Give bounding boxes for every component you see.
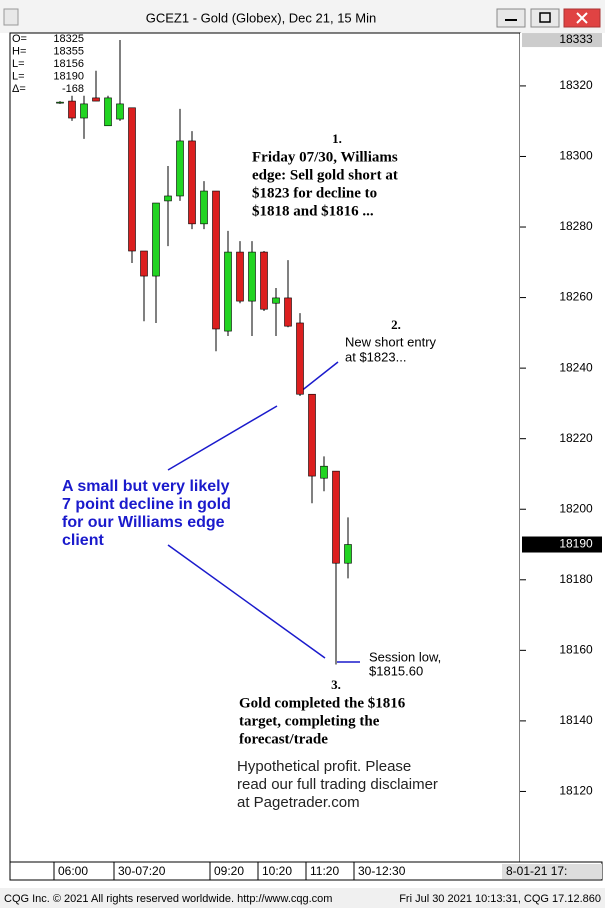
annotation-text: $1815.60 — [369, 663, 423, 678]
y-tick-label: 18260 — [559, 290, 593, 304]
annotation-text: client — [62, 532, 104, 549]
annotation-text: $1823 for decline to — [252, 185, 377, 201]
candle-body — [212, 190, 220, 330]
x-tick-label: 30-12:30 — [358, 864, 406, 878]
x-tick-label: 06:00 — [58, 864, 88, 878]
info-value: 18190 — [53, 70, 84, 82]
candle-body — [92, 97, 100, 102]
annotation-text: 7 point decline in gold — [62, 496, 231, 513]
maximize-button[interactable] — [530, 8, 560, 28]
candle-body — [80, 103, 88, 119]
footer-left: CQG Inc. © 2021 All rights reserved worl… — [4, 893, 332, 905]
info-value: 18156 — [53, 58, 84, 70]
candle-body — [224, 251, 232, 332]
annotation-text: $1818 and $1816 ... — [252, 203, 374, 219]
candle-body — [164, 195, 172, 202]
candle-body — [68, 100, 76, 119]
pointer-line — [299, 361, 339, 393]
info-label: L= — [12, 70, 25, 82]
minimize-button[interactable] — [496, 8, 526, 28]
high-marker-label: 18333 — [559, 32, 593, 46]
candle-body — [104, 97, 112, 127]
annotation-text: Hypothetical profit. Please — [237, 758, 411, 775]
candle-body — [200, 190, 208, 225]
annotation-text: edge: Sell gold short at — [252, 167, 398, 183]
maximize-glyph — [539, 12, 551, 23]
candle-body — [116, 103, 124, 120]
annotation-text: read our full trading disclaimer — [237, 776, 438, 793]
pointer-line — [167, 544, 326, 659]
price-axis — [520, 33, 602, 862]
x-end-label: 8-01-21 17: — [506, 864, 567, 878]
candle-body — [140, 250, 148, 277]
info-value: -168 — [62, 83, 84, 95]
annotation-number: 2. — [391, 317, 401, 332]
annotation-text: New short entry — [345, 334, 437, 349]
info-label: O= — [12, 33, 27, 45]
y-tick-label: 18200 — [559, 501, 593, 515]
y-tick-label: 18220 — [559, 431, 593, 445]
candle-body — [332, 470, 340, 564]
y-tick-label: 18160 — [559, 643, 593, 657]
annotation-text: A small but very likely — [62, 478, 230, 495]
candle-body — [260, 251, 268, 310]
candle-body — [272, 297, 280, 304]
candle-body — [248, 251, 256, 302]
annotation-number: 3. — [331, 677, 341, 692]
plot-area — [9, 32, 521, 863]
y-tick-label: 18120 — [559, 784, 593, 798]
info-label: Δ= — [12, 83, 26, 95]
candle-body — [56, 101, 64, 104]
y-tick-label: 18140 — [559, 713, 593, 727]
x-tick-label: 30-07:20 — [118, 864, 166, 878]
status-bar — [0, 888, 605, 908]
annotation-text: target, completing the — [239, 713, 380, 729]
y-tick-label: 18240 — [559, 360, 593, 374]
info-value: 18325 — [53, 33, 84, 45]
high-marker-box — [522, 33, 602, 48]
x-tick-label: 11:20 — [310, 864, 339, 878]
candle-body — [344, 544, 352, 564]
y-tick-label: 18320 — [559, 78, 593, 92]
info-value: 18355 — [53, 45, 84, 57]
window-icon — [3, 8, 19, 26]
candle-body — [188, 140, 196, 225]
info-label: L= — [12, 58, 25, 70]
candle-body — [320, 465, 328, 479]
info-label: H= — [12, 45, 26, 57]
last-price-label: 18190 — [559, 537, 593, 551]
x-tick-label: 09:20 — [214, 864, 244, 878]
candle-body — [236, 251, 244, 302]
annotation-text: for our Williams edge — [62, 514, 225, 531]
candle-body — [296, 322, 304, 395]
y-tick-label: 18300 — [559, 149, 593, 163]
x-end-box — [502, 864, 602, 879]
pointer-line — [167, 405, 278, 471]
candle-body — [176, 140, 184, 197]
x-tick-label: 10:20 — [262, 864, 292, 878]
y-tick-label: 18280 — [559, 219, 593, 233]
annotation-text: at $1823... — [345, 349, 406, 364]
footer-right: Fri Jul 30 2021 10:13:31, CQG 17.12.860 — [399, 893, 601, 905]
annotation-text: Friday 07/30, Williams — [252, 149, 398, 165]
annotation-text: Session low, — [369, 649, 441, 664]
annotation-text: at Pagetrader.com — [237, 794, 360, 811]
candle-body — [308, 393, 316, 477]
close-glyph — [576, 12, 588, 24]
annotation-number: 1. — [332, 131, 342, 146]
window-title: GCEZ1 - Gold (Globex), Dec 21, 15 Min — [146, 10, 376, 25]
candle-body — [284, 297, 292, 327]
last-price-box — [522, 536, 602, 553]
annotation-text: forecast/trade — [239, 731, 328, 747]
annotation-text: Gold completed the $1816 — [239, 695, 406, 711]
annotation-lines — [167, 361, 360, 663]
candle-body — [152, 202, 160, 277]
y-tick-label: 18180 — [559, 572, 593, 586]
candle-body — [128, 107, 136, 252]
